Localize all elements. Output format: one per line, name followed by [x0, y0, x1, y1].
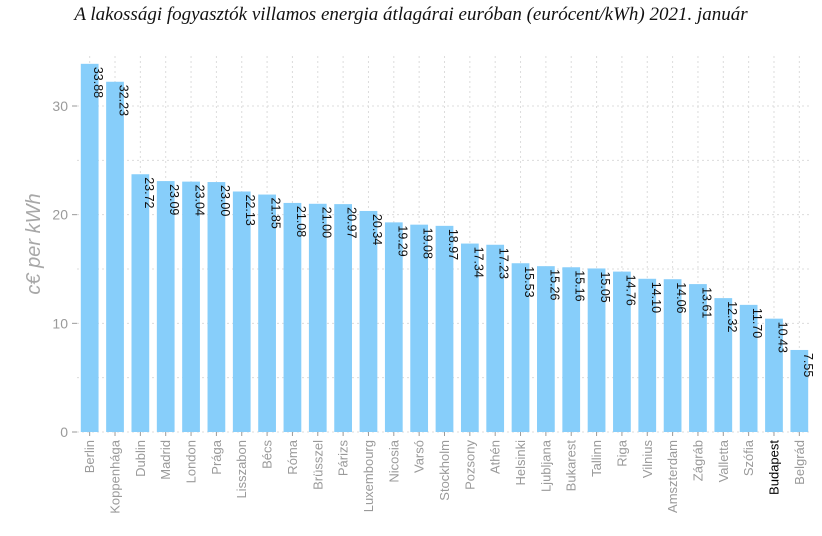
bar-value-label: 23.04 [193, 185, 207, 216]
x-category-label: Dublin [133, 440, 148, 477]
bar-value-label: 21.00 [319, 207, 333, 238]
x-category-label: Amszterdam [665, 440, 680, 513]
bar [283, 202, 302, 432]
x-category-label: Zágráb [690, 440, 705, 481]
bar-value-label: 15.05 [598, 271, 612, 302]
bar [739, 304, 758, 432]
bar-value-label: 23.09 [167, 184, 181, 215]
y-tick-label: 0 [60, 424, 68, 440]
bar [80, 63, 99, 432]
x-category-label: Varsó [412, 440, 427, 473]
bar [308, 203, 327, 432]
x-category-label: Berlin [82, 440, 97, 473]
bar-value-label: 17.34 [471, 247, 485, 278]
bars [80, 63, 809, 432]
bar-value-label: 23.72 [142, 177, 156, 208]
bar [258, 194, 276, 432]
x-category-label: Nicosia [386, 439, 401, 482]
bar-value-label: 12.32 [725, 301, 739, 332]
x-category-label: Helsinki [513, 440, 528, 486]
value-labels: 33.88 32.23 23.72 23.09 23.04 23.00 22.13 21.85… [91, 67, 815, 378]
bar-value-label: 15.53 [522, 266, 536, 297]
bar [613, 271, 631, 432]
bar-value-label: 33.88 [91, 67, 105, 98]
bar-value-label: 22.13 [243, 195, 257, 226]
bar [537, 266, 555, 432]
bar [334, 204, 352, 432]
y-axis-title: c€ per kWh [23, 193, 45, 294]
bar [562, 267, 581, 432]
y-tick-label: 10 [52, 315, 68, 331]
bar-value-label: 11.70 [750, 308, 764, 338]
y-tick-label: 30 [52, 98, 68, 114]
x-category-label: Szófia [741, 439, 756, 476]
bar [460, 243, 479, 432]
y-tick-label: 20 [52, 207, 68, 223]
bar-value-label: 19.08 [421, 228, 435, 259]
bar-value-label: 13.61 [699, 287, 713, 318]
x-category-label: Brüsszel [310, 440, 325, 490]
bar [663, 279, 682, 432]
x-category-label: Luxembourg [361, 440, 376, 512]
x-category-label: Prága [209, 439, 224, 474]
bar [207, 182, 226, 432]
bar [638, 278, 657, 432]
bar-value-label: 20.34 [370, 214, 384, 245]
bar [435, 225, 454, 432]
bar-value-label: 18.97 [446, 229, 460, 260]
bar-value-label: 23.00 [218, 185, 232, 216]
bar-value-label: 15.16 [573, 270, 587, 301]
x-category-label: Madrid [158, 440, 173, 480]
bar [765, 318, 783, 432]
x-category-label: Athén [488, 440, 503, 474]
x-category-label: Valletta [716, 439, 731, 482]
bar [410, 224, 429, 432]
x-category-label: Ljubljana [538, 439, 553, 492]
x-category-label: Párizs [336, 440, 351, 477]
x-category-label: Koppenhága [108, 439, 123, 514]
bar [384, 222, 403, 432]
bar-value-label: 14.10 [649, 282, 663, 313]
x-category-label: Pozsony [462, 440, 477, 490]
bar [131, 174, 150, 432]
bar-value-label: 19.29 [395, 225, 409, 256]
bar-value-label: 21.08 [294, 206, 308, 237]
bar [232, 191, 251, 432]
bar-value-label: 10.43 [775, 322, 789, 353]
bar-value-label: 14.06 [674, 282, 688, 313]
x-category-label: Róma [285, 439, 300, 474]
bar-value-label: 17.23 [497, 248, 511, 279]
x-category-label: Vilnius [640, 440, 655, 479]
x-category-label: Bukarest [564, 440, 579, 492]
bar-value-label: 20.97 [345, 207, 359, 238]
bar-value-label: 32.23 [117, 85, 131, 116]
x-category-label: Budapest [766, 440, 781, 495]
bar [486, 244, 505, 432]
bar [587, 268, 606, 432]
bar [511, 263, 530, 432]
bar-value-label: 7.55 [801, 353, 815, 377]
bar [359, 210, 378, 432]
bar [106, 81, 124, 432]
chart-title: A lakossági fogyasztók villamos energia … [74, 4, 748, 25]
bar [790, 349, 809, 432]
axes: 0 10 20 30 Berlin Koppenhága Dublin Madrid Londo… [52, 98, 806, 514]
x-category-label: Tallinn [589, 440, 604, 477]
bar-value-label: 21.85 [269, 198, 283, 229]
bar [156, 181, 175, 432]
x-category-label: Stockholm [437, 440, 452, 501]
bar [714, 298, 733, 432]
x-category-label: Belgrád [792, 440, 807, 485]
x-category-label: London [184, 440, 199, 483]
x-category-label: Bécs [260, 440, 275, 469]
bar [689, 284, 707, 432]
x-category-label: Riga [614, 439, 629, 467]
x-category-label: Lisszabon [234, 440, 249, 499]
bar-value-label: 15.26 [547, 269, 561, 300]
bar [182, 181, 200, 432]
bar-value-label: 14.76 [623, 275, 637, 306]
